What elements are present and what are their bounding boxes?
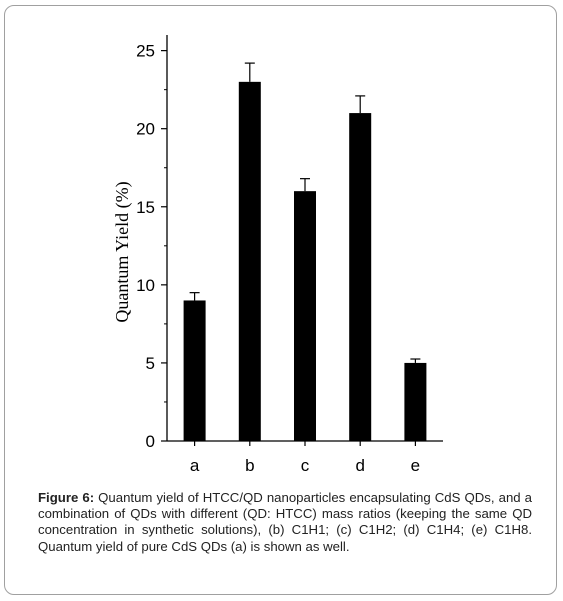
bar-c <box>294 191 316 441</box>
caption-text: Quantum yield of HTCC/QD nanoparticles e… <box>38 490 533 554</box>
bar-b <box>238 81 261 441</box>
caption-label: Figure 6: <box>38 490 95 505</box>
y-tick-label: 5 <box>146 354 155 373</box>
y-tick-label: 0 <box>146 432 155 451</box>
x-tick-label-e: e <box>411 456 420 475</box>
bar-e <box>404 362 427 441</box>
x-tick-label-b: b <box>245 456 254 475</box>
bar-a <box>183 300 206 441</box>
bar-d <box>349 113 372 442</box>
y-tick-label: 10 <box>136 276 155 295</box>
figure-caption: Figure 6: Quantum yield of HTCC/QD nanop… <box>38 490 532 555</box>
y-axis-label: Quantum Yield (%) <box>112 181 133 322</box>
x-tick-label-a: a <box>190 456 200 475</box>
x-tick-labels: a b c d e <box>190 441 420 475</box>
y-ticks: 0 5 10 15 20 25 <box>136 42 167 451</box>
y-tick-label: 25 <box>136 42 155 61</box>
x-tick-label-c: c <box>301 456 310 475</box>
y-tick-label: 20 <box>136 120 155 139</box>
y-tick-label: 15 <box>136 198 155 217</box>
figure-frame <box>4 5 557 595</box>
x-tick-label-d: d <box>355 456 364 475</box>
bar-series <box>183 62 427 442</box>
